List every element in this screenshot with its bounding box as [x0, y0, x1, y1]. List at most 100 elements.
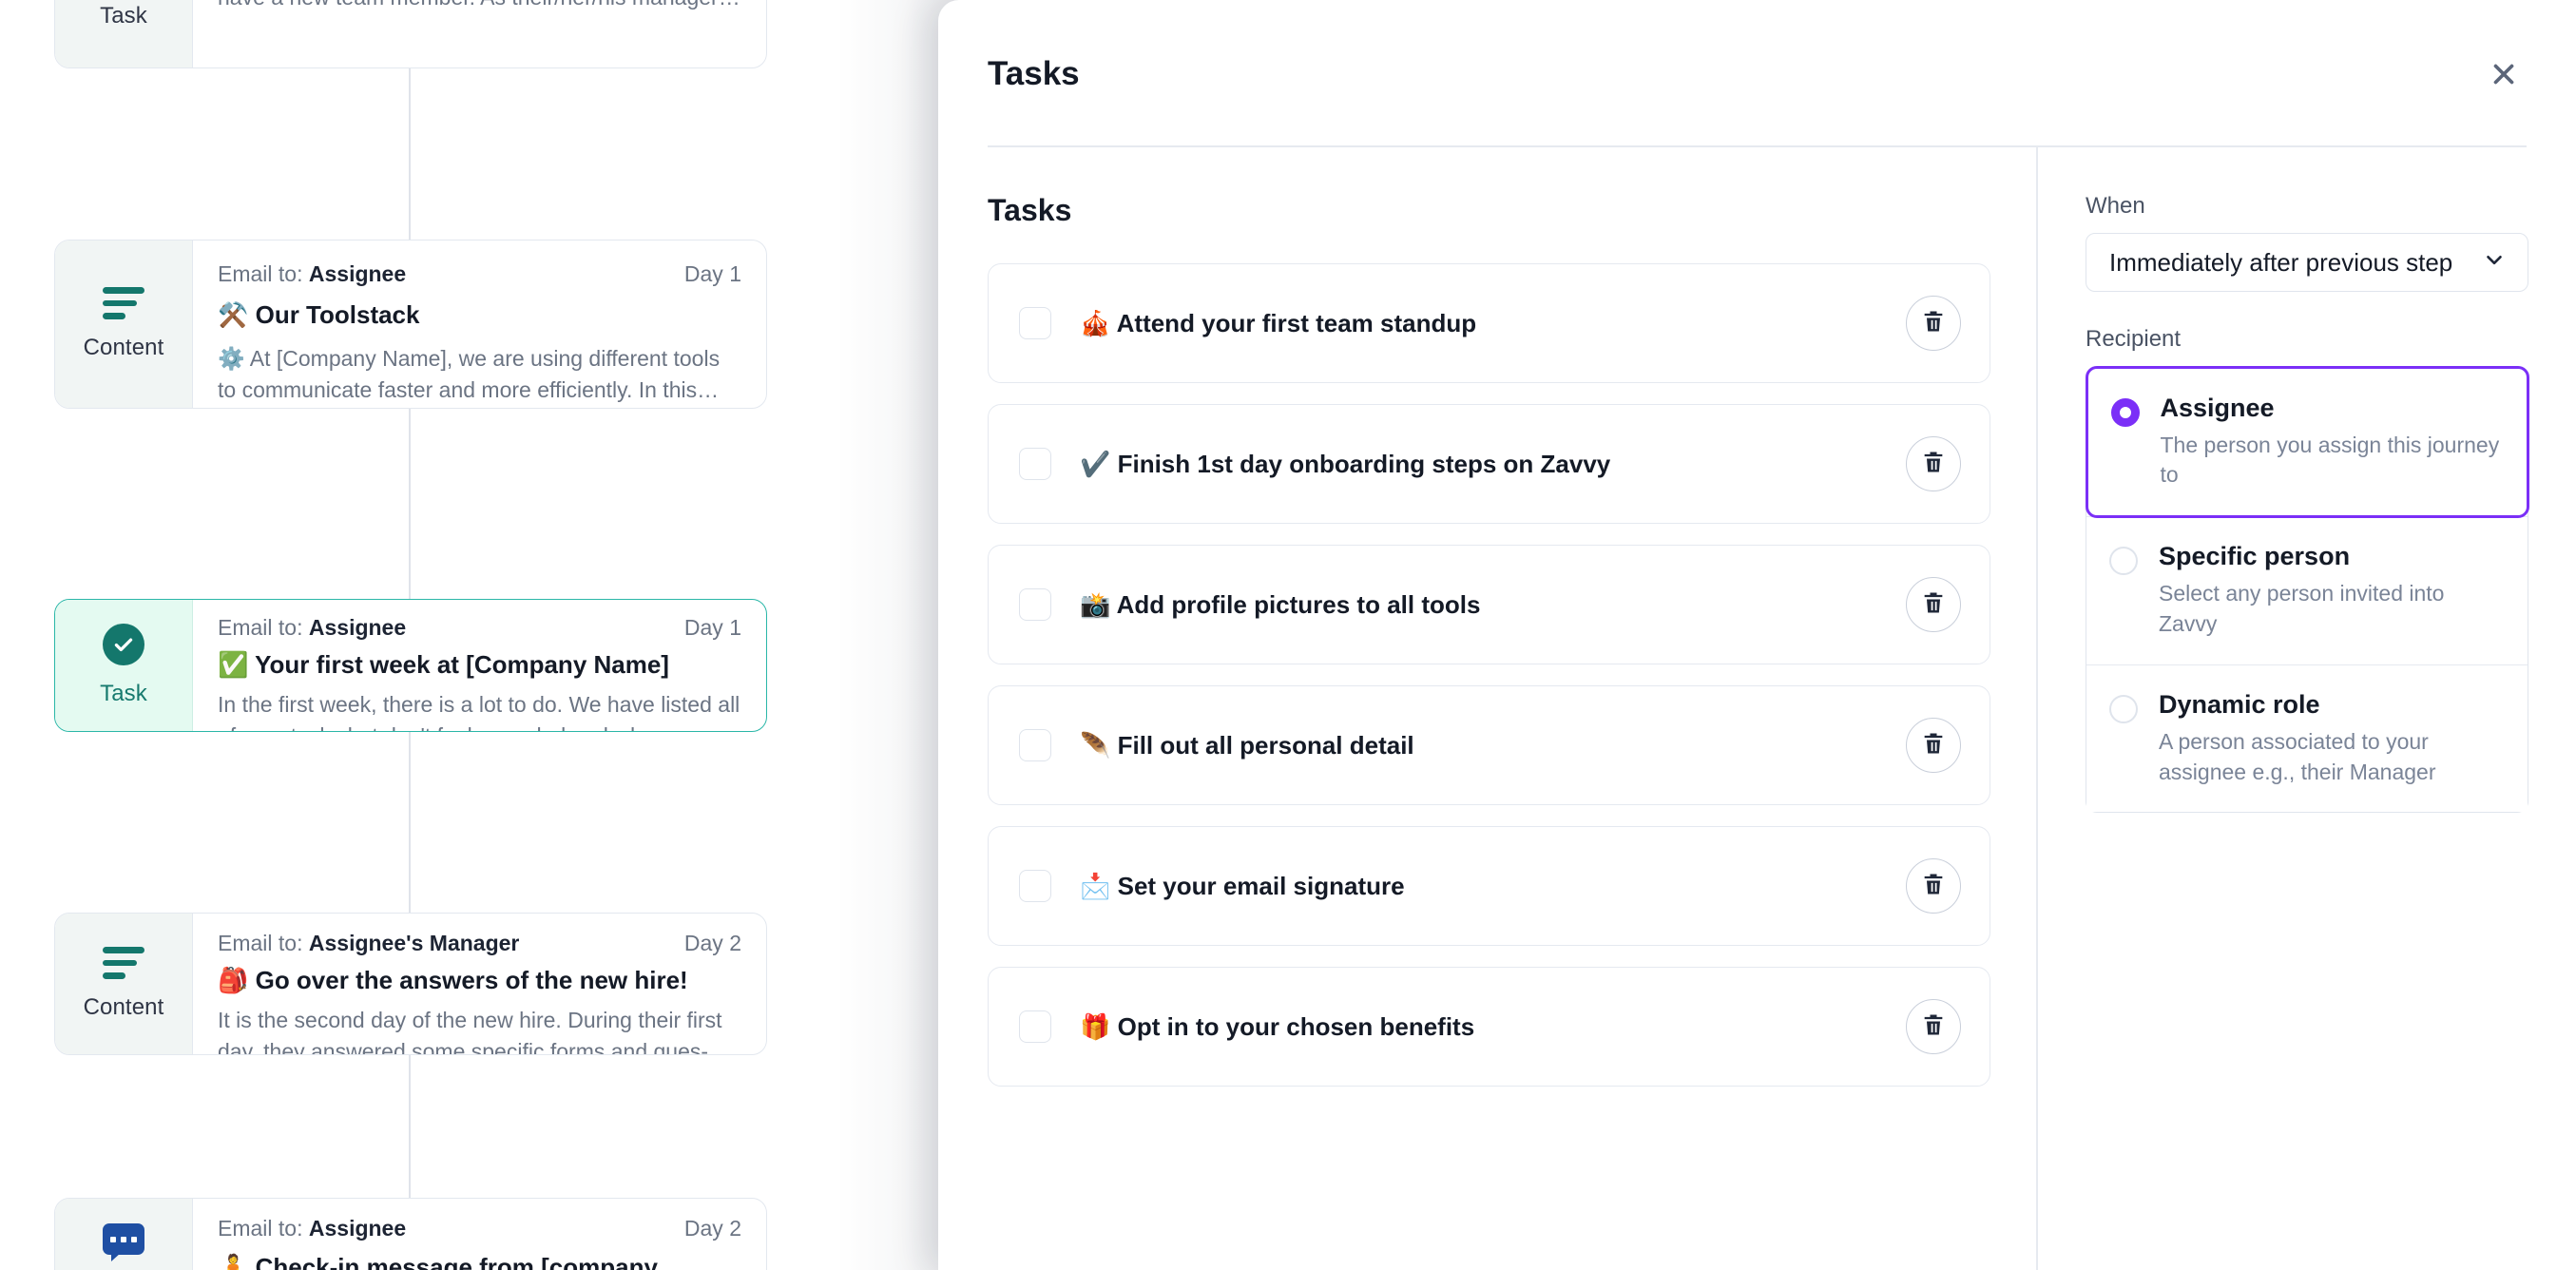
step-connector-line [409, 732, 411, 913]
radio-selected-icon [2110, 397, 2140, 427]
task-checkbox[interactable] [1019, 448, 1051, 480]
journey-step-content: Email to: Assignee's Manager Day 2 🎒 Go … [193, 914, 766, 1054]
chat-bubble-icon [103, 1223, 144, 1261]
journey-step-card[interactable]: Email to: Assignee Day 2 🧘 Check-in mess… [54, 1198, 767, 1270]
task-checkbox[interactable] [1019, 588, 1051, 621]
journey-step-recipient: Assignee [308, 1216, 407, 1241]
recipient-label: Recipient [2086, 326, 2182, 352]
trash-icon [1920, 308, 1947, 339]
journey-step-type: Task [55, 0, 193, 67]
journey-step-type [55, 1199, 193, 1270]
step-connector-line [409, 68, 411, 240]
recipient-option-title: Assignee [2160, 393, 2275, 422]
journey-step-recipient-prefix: Email to: [218, 261, 303, 286]
step-connector-line [409, 1055, 411, 1198]
journey-step-recipient-prefix: Email to: [218, 615, 303, 640]
modal-header: Tasks [938, 0, 2576, 147]
content-lines-icon [103, 947, 144, 980]
close-icon [2488, 58, 2520, 93]
journey-step-card[interactable]: Content Email to: Assignee Day 1 ⚒️ Our … [54, 240, 767, 409]
chevron-down-icon [2482, 247, 2507, 279]
recipient-option-assignee[interactable]: Assignee The person you assign this jour… [2085, 365, 2529, 518]
task-label: 🎪 Attend your first team standup [1080, 308, 1477, 337]
journey-step-title: 🧘 Check-in message from [company… [218, 1253, 682, 1270]
task-checkbox[interactable] [1019, 729, 1051, 761]
recipient-option-description: Select any person invited into Zavvy [2159, 581, 2445, 637]
trash-icon [1920, 730, 1947, 761]
journey-step-recipient-prefix: Email to: [218, 1216, 303, 1241]
recipient-option-description: A person associated to your assignee e.g… [2159, 728, 2436, 784]
tasks-modal: Tasks Tasks 🎪 Attend your first team sta… [938, 0, 2576, 1270]
journey-step-type: Content [55, 241, 193, 408]
trash-icon [1920, 1011, 1947, 1043]
recipient-option-title: Specific person [2159, 542, 2351, 571]
task-delete-button[interactable] [1906, 296, 1961, 351]
journey-step-title: ✅ Your first week at [Company Name] [218, 650, 669, 679]
journey-step-card-selected[interactable]: Task Email to: Assignee Day 1 ✅ Your fir… [54, 599, 767, 732]
journey-step-day: Day 1 [683, 261, 741, 286]
recipient-option-description: The person you assign this journey to [2160, 432, 2500, 488]
journey-step-day: Day 2 [683, 1216, 741, 1241]
journey-step-card[interactable]: Content Email to: Assignee's Manager Day… [54, 913, 767, 1055]
journey-step-card[interactable]: Task ✅ Your tasks for the new hire Hi 👋Y… [54, 0, 767, 68]
journey-step-content: ✅ Your tasks for the new hire Hi 👋You ar… [193, 0, 766, 67]
journey-step-meta: Email to: Assignee Day 1 [218, 261, 741, 287]
trash-icon [1920, 589, 1947, 621]
task-delete-button[interactable] [1906, 436, 1961, 491]
when-select[interactable]: Immediately after previous step [2086, 233, 2528, 292]
recipient-radio-group: Assignee The person you assign this jour… [2085, 365, 2529, 814]
journey-step-meta: Email to: Assignee Day 2 [218, 1216, 741, 1241]
task-delete-button[interactable] [1906, 577, 1961, 632]
task-checkbox[interactable] [1019, 307, 1051, 339]
tasks-section-heading: Tasks [988, 193, 1072, 227]
task-row[interactable]: 📩 Set your email signature [988, 826, 1990, 946]
task-delete-button[interactable] [1906, 718, 1961, 773]
task-delete-button[interactable] [1906, 999, 1961, 1054]
task-row[interactable]: ✔️ Finish 1st day onboarding steps on Za… [988, 404, 1990, 524]
recipient-option-title: Dynamic role [2159, 689, 2320, 719]
radio-unselected-icon [2109, 547, 2138, 576]
journey-step-recipient-prefix: Email to: [218, 931, 303, 955]
journey-step-recipient: Assignee [308, 615, 407, 640]
journey-step-type-label: Content [83, 335, 164, 360]
when-select-value: Immediately after previous step [2109, 247, 2453, 277]
journey-step-type-label: Task [100, 681, 147, 706]
task-checkbox[interactable] [1019, 1010, 1051, 1043]
journey-step-meta: Email to: Assignee Day 1 [218, 615, 741, 641]
modal-title: Tasks [988, 54, 1080, 92]
journey-step-content: Email to: Assignee Day 1 ⚒️ Our Toolstac… [193, 241, 766, 408]
task-label: 📩 Set your email signature [1080, 871, 1405, 900]
journey-step-recipient: Assignee [308, 261, 407, 286]
task-row[interactable]: 🎪 Attend your first team standup [988, 263, 1990, 383]
trash-icon [1920, 871, 1947, 902]
when-label: When [2086, 193, 2145, 219]
modal-body: Tasks 🎪 Attend your first team standup ✔… [938, 147, 2576, 1270]
content-lines-icon [103, 287, 144, 320]
task-label: 🪶 Fill out all personal detail [1080, 730, 1414, 760]
journey-step-content: Email to: Assignee Day 2 🧘 Check-in mess… [193, 1199, 766, 1270]
task-label: 📸 Add profile pictures to all tools [1080, 589, 1481, 619]
check-circle-icon [103, 624, 144, 665]
recipient-option-specific-person[interactable]: Specific person Select any person invite… [2086, 516, 2528, 664]
task-label: ✔️ Finish 1st day onboarding steps on Za… [1080, 449, 1611, 478]
task-label: 🎁 Opt in to your chosen benefits [1080, 1011, 1475, 1041]
journey-step-day: Day 1 [683, 615, 741, 640]
journey-step-type: Task [55, 600, 193, 731]
recipient-option-dynamic-role[interactable]: Dynamic role A person associated to your… [2086, 664, 2528, 813]
task-row[interactable]: 🪶 Fill out all personal detail [988, 685, 1990, 805]
task-delete-button[interactable] [1906, 858, 1961, 914]
task-checkbox[interactable] [1019, 870, 1051, 902]
trash-icon [1920, 449, 1947, 480]
journey-step-type: Content [55, 914, 193, 1054]
journey-step-meta: Email to: Assignee's Manager Day 2 [218, 931, 741, 956]
task-row[interactable]: 🎁 Opt in to your chosen benefits [988, 967, 1990, 1087]
journey-step-type-label: Task [100, 3, 147, 29]
journey-step-description: Hi 👋You are receiving this message becau… [218, 0, 741, 14]
close-button[interactable] [2481, 52, 2527, 98]
journey-step-day: Day 2 [683, 931, 741, 955]
step-connector-line [409, 409, 411, 599]
task-row[interactable]: 📸 Add profile pictures to all tools [988, 545, 1990, 664]
step-settings-panel: When Immediately after previous step Rec… [2036, 147, 2576, 1270]
header-divider [988, 145, 2527, 147]
